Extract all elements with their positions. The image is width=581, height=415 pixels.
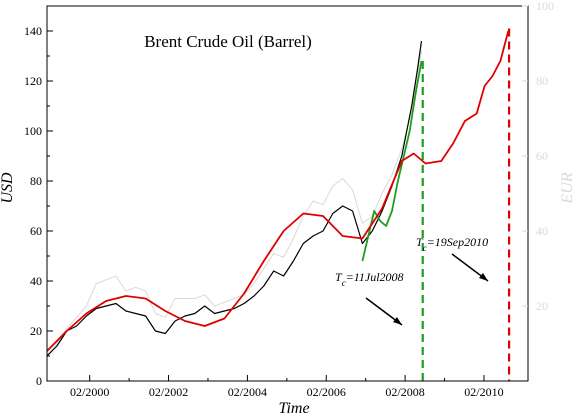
chart-title: Brent Crude Oil (Barrel)	[144, 32, 312, 51]
x-tick-label: 02/2008	[385, 385, 424, 399]
y-right-tick-label: 100	[536, 0, 554, 13]
x-tick-label: 02/2000	[70, 385, 109, 399]
ticks: 0 20 40 60 80 100 120 140 20 40 60 80 100 02/2000 02/2…	[24, 0, 554, 399]
series-fit-red	[46, 30, 510, 352]
annotation-arrow-green-head	[393, 317, 402, 325]
annotation-arrow-red-head	[479, 273, 488, 281]
y-tick-label: 80	[30, 174, 42, 188]
y-axis-title-right: EUR	[559, 172, 576, 204]
y-tick-label: 40	[30, 274, 42, 288]
y-tick-label: 100	[24, 124, 42, 138]
x-tick-label: 02/2004	[228, 385, 267, 399]
series-fit-green	[361, 60, 423, 262]
plot-lines	[46, 28, 511, 381]
annotation-tc-red: Tc=19Sep2010	[416, 235, 488, 253]
y-tick-label: 60	[30, 224, 42, 238]
y-tick-label: 20	[30, 324, 42, 338]
x-tick-label: 02/2006	[307, 385, 346, 399]
x-axis-title: Time	[278, 400, 309, 415]
y-right-tick-label: 20	[536, 299, 548, 313]
y-axis-title-left: USD	[0, 172, 16, 204]
y-right-tick-label: 40	[536, 224, 548, 238]
axes	[46, 5, 529, 382]
y-right-tick-label: 60	[536, 149, 548, 163]
y-tick-label: 0	[36, 374, 42, 388]
x-tick-label: 02/2010	[464, 385, 503, 399]
annotation-tc-green: Tc=11Jul2008	[335, 270, 404, 288]
y-tick-label: 140	[24, 24, 42, 38]
series-eur	[46, 50, 422, 356]
y-tick-label: 120	[24, 74, 42, 88]
x-tick-label: 02/2002	[149, 385, 188, 399]
plot-frame	[46, 5, 529, 382]
series-usd	[46, 40, 423, 357]
y-right-tick-label: 80	[536, 74, 548, 88]
